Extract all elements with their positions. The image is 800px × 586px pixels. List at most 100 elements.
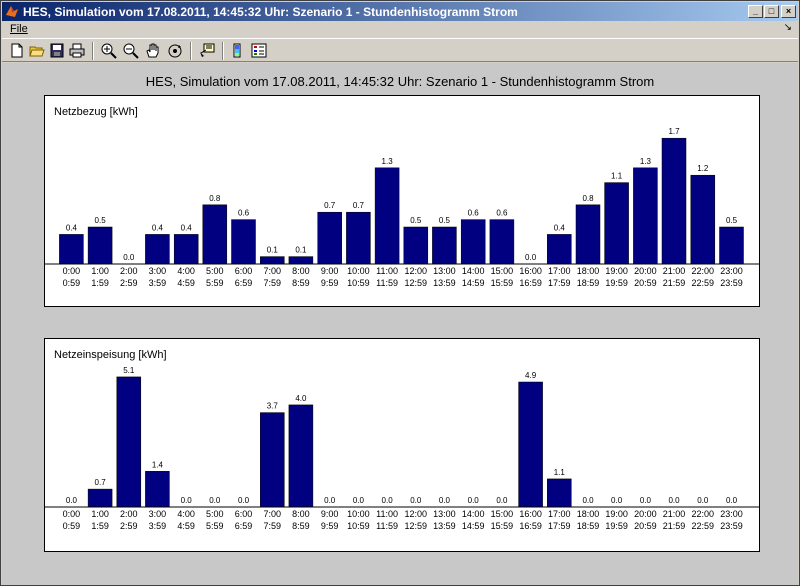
tick-label-end: 21:59 [663, 521, 686, 531]
tick-label-start: 17:00 [548, 266, 571, 276]
colorbar-icon[interactable] [228, 42, 246, 59]
tick-label-end: 0:59 [63, 521, 81, 531]
tick-label-start: 8:00 [292, 509, 310, 519]
new-figure-icon[interactable] [8, 42, 26, 59]
bar [288, 256, 314, 265]
tick-label-start: 22:00 [692, 266, 715, 276]
menu-bar: File ↘ [2, 21, 798, 38]
tick-label-end: 2:59 [120, 278, 138, 288]
zoom-in-icon[interactable] [100, 42, 118, 59]
bar [87, 488, 113, 508]
tick-label-end: 0:59 [63, 278, 81, 288]
menu-file[interactable]: File [10, 23, 28, 35]
tick-label-start: 21:00 [663, 266, 686, 276]
bar-value-label: 0.8 [209, 194, 221, 203]
tick-label-start: 22:00 [692, 509, 715, 519]
tick-label-end: 10:59 [347, 521, 370, 531]
tick-label-start: 9:00 [321, 509, 339, 519]
tick-label-end: 21:59 [663, 278, 686, 288]
bar [317, 211, 342, 265]
open-file-icon[interactable] [28, 42, 46, 59]
bar-value-label: 0.0 [382, 496, 394, 505]
tick-label-end: 6:59 [235, 278, 253, 288]
tick-label-end: 15:59 [491, 278, 514, 288]
tick-label-end: 1:59 [91, 278, 109, 288]
tick-label-start: 11:00 [376, 266, 398, 276]
save-icon[interactable] [48, 42, 66, 59]
tick-label-end: 23:59 [720, 521, 743, 531]
bar-value-label: 0.5 [410, 216, 422, 225]
rotate-3d-icon[interactable] [166, 42, 184, 59]
tick-label-end: 8:59 [292, 521, 310, 531]
maximize-button[interactable]: □ [764, 5, 779, 18]
tick-label-start: 3:00 [149, 509, 167, 519]
bar [202, 204, 228, 265]
zoom-out-icon[interactable] [122, 42, 140, 59]
bar [374, 167, 400, 265]
bar-value-label: 0.0 [238, 496, 250, 505]
tick-label-end: 20:59 [634, 521, 657, 531]
bar-value-label: 0.0 [697, 496, 709, 505]
tick-label-end: 22:59 [692, 278, 715, 288]
tick-label-start: 2:00 [120, 266, 138, 276]
bar [432, 226, 457, 265]
tick-label-end: 3:59 [149, 521, 167, 531]
axes-netzbezug[interactable]: Netzbezug [kWh] 0.4 0:00 0:59 0.5 1:00 1:59 0.0… [44, 95, 760, 307]
bar [661, 137, 687, 265]
close-button[interactable]: × [781, 5, 796, 18]
print-icon[interactable] [68, 42, 86, 59]
tick-label-end: 3:59 [149, 278, 167, 288]
bar [489, 219, 515, 265]
tick-label-end: 5:59 [206, 521, 224, 531]
tick-label-end: 23:59 [720, 278, 743, 288]
tick-label-end: 1:59 [91, 521, 109, 531]
bar [145, 234, 170, 265]
dock-arrow-icon[interactable]: ↘ [783, 22, 792, 33]
tick-label-end: 16:59 [519, 278, 542, 288]
bar-value-label: 0.5 [95, 216, 107, 225]
bar-value-label: 0.5 [439, 216, 451, 225]
bar-value-label: 0.0 [668, 496, 680, 505]
data-cursor-icon[interactable] [198, 42, 216, 59]
tick-label-end: 18:59 [577, 521, 600, 531]
tick-label-start: 14:00 [462, 509, 485, 519]
title-bar[interactable]: HES, Simulation vom 17.08.2011, 14:45:32… [2, 2, 798, 21]
bar-value-label: 0.0 [353, 496, 365, 505]
bar [547, 478, 572, 508]
tick-label-start: 23:00 [720, 266, 743, 276]
bar-value-label: 1.1 [611, 172, 623, 181]
tick-label-end: 8:59 [292, 278, 310, 288]
bar-value-label: 0.0 [525, 253, 537, 262]
matlab-icon [6, 6, 18, 17]
window-title: HES, Simulation vom 17.08.2011, 14:45:32… [23, 5, 518, 19]
tick-label-start: 20:00 [634, 266, 657, 276]
tick-label-end: 22:59 [692, 521, 715, 531]
tick-label-start: 17:00 [548, 509, 571, 519]
tick-label-start: 14:00 [462, 266, 485, 276]
tick-label-end: 5:59 [206, 278, 224, 288]
bar [288, 404, 314, 508]
pan-hand-icon[interactable] [144, 42, 162, 59]
bar [346, 211, 371, 265]
bar [604, 182, 629, 265]
tick-label-start: 21:00 [663, 509, 686, 519]
tick-label-end: 2:59 [120, 521, 138, 531]
bar-value-label: 0.0 [726, 496, 738, 505]
bar-value-label: 0.0 [209, 496, 221, 505]
tick-label-start: 16:00 [519, 266, 542, 276]
tick-label-start: 12:00 [405, 266, 428, 276]
tick-label-start: 4:00 [177, 266, 195, 276]
axes-netzeinspeisung[interactable]: Netzeinspeisung [kWh] 0.0 0:00 0:59 0.7 1:00 1… [44, 338, 760, 552]
minimize-button[interactable]: _ [748, 5, 763, 18]
tick-label-end: 12:59 [405, 521, 428, 531]
tick-label-start: 23:00 [720, 509, 743, 519]
tick-label-end: 10:59 [347, 278, 370, 288]
tick-label-start: 2:00 [120, 509, 138, 519]
tick-label-end: 18:59 [577, 278, 600, 288]
bar-value-label: 0.0 [468, 496, 480, 505]
bar-value-label: 0.0 [496, 496, 508, 505]
tick-label-start: 18:00 [577, 509, 600, 519]
bar [145, 471, 170, 508]
tick-label-start: 20:00 [634, 509, 657, 519]
legend-icon[interactable] [250, 42, 268, 59]
